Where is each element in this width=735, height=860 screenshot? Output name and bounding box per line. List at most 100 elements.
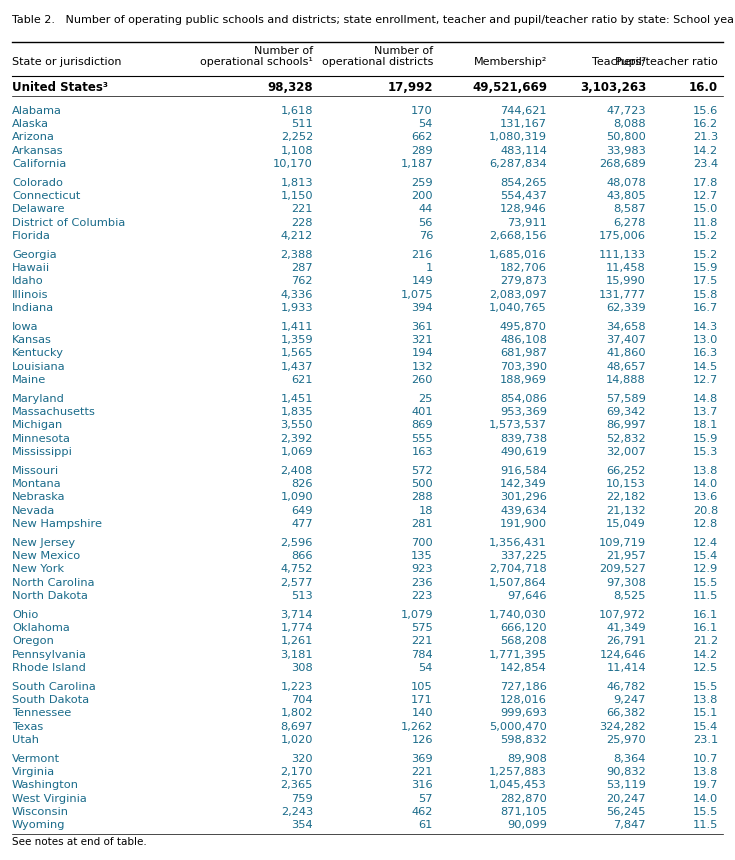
Text: 281: 281 — [412, 519, 433, 529]
Text: 14.0: 14.0 — [693, 794, 718, 803]
Text: Indiana: Indiana — [12, 303, 54, 313]
Text: 200: 200 — [412, 191, 433, 201]
Text: 337,225: 337,225 — [500, 551, 547, 562]
Text: 47,723: 47,723 — [606, 106, 646, 116]
Text: 2,704,718: 2,704,718 — [490, 564, 547, 574]
Text: Missouri: Missouri — [12, 466, 59, 476]
Text: 568,208: 568,208 — [500, 636, 547, 647]
Text: 12.7: 12.7 — [693, 191, 718, 201]
Text: 21,132: 21,132 — [606, 506, 646, 516]
Text: Louisiana: Louisiana — [12, 361, 65, 372]
Text: 2,243: 2,243 — [281, 807, 313, 817]
Text: 142,854: 142,854 — [501, 663, 547, 673]
Text: operational schools¹: operational schools¹ — [200, 57, 313, 67]
Text: 4,336: 4,336 — [281, 290, 313, 299]
Text: 923: 923 — [412, 564, 433, 574]
Text: 53,119: 53,119 — [606, 780, 646, 790]
Text: 6,287,834: 6,287,834 — [490, 159, 547, 169]
Text: 16.1: 16.1 — [693, 610, 718, 620]
Text: See notes at end of table.: See notes at end of table. — [12, 837, 147, 847]
Text: 26,791: 26,791 — [606, 636, 646, 647]
Text: 20,247: 20,247 — [606, 794, 646, 803]
Text: North Dakota: North Dakota — [12, 591, 88, 601]
Text: 621: 621 — [292, 375, 313, 384]
Text: 56,245: 56,245 — [606, 807, 646, 817]
Text: 2,668,156: 2,668,156 — [490, 230, 547, 241]
Text: 260: 260 — [412, 375, 433, 384]
Text: 13.8: 13.8 — [692, 767, 718, 777]
Text: 9,247: 9,247 — [614, 695, 646, 705]
Text: 90,832: 90,832 — [606, 767, 646, 777]
Text: 216: 216 — [412, 250, 433, 260]
Text: 23.1: 23.1 — [693, 734, 718, 745]
Text: Alaska: Alaska — [12, 120, 49, 129]
Text: 15.5: 15.5 — [692, 682, 718, 692]
Text: 308: 308 — [291, 663, 313, 673]
Text: Maine: Maine — [12, 375, 46, 384]
Text: 140: 140 — [412, 709, 433, 718]
Text: 2,252: 2,252 — [281, 132, 313, 143]
Text: 52,832: 52,832 — [606, 433, 646, 444]
Text: 8,525: 8,525 — [614, 591, 646, 601]
Text: 953,369: 953,369 — [500, 407, 547, 417]
Text: Nebraska: Nebraska — [12, 493, 65, 502]
Text: 16.2: 16.2 — [693, 120, 718, 129]
Text: Massachusetts: Massachusetts — [12, 407, 96, 417]
Text: 209,527: 209,527 — [599, 564, 646, 574]
Text: 221: 221 — [412, 767, 433, 777]
Text: 22,182: 22,182 — [606, 493, 646, 502]
Text: 869: 869 — [412, 421, 433, 430]
Text: Pennsylvania: Pennsylvania — [12, 649, 87, 660]
Text: 57,589: 57,589 — [606, 394, 646, 404]
Text: 1,573,537: 1,573,537 — [489, 421, 547, 430]
Text: 12.7: 12.7 — [693, 375, 718, 384]
Text: 1,187: 1,187 — [401, 159, 433, 169]
Text: 555: 555 — [412, 433, 433, 444]
Text: Wyoming: Wyoming — [12, 820, 65, 830]
Text: New Jersey: New Jersey — [12, 538, 75, 548]
Text: 1,835: 1,835 — [280, 407, 313, 417]
Text: 228: 228 — [292, 218, 313, 228]
Text: Arizona: Arizona — [12, 132, 55, 143]
Text: 132: 132 — [412, 361, 433, 372]
Text: 194: 194 — [412, 348, 433, 359]
Text: 223: 223 — [412, 591, 433, 601]
Text: District of Columbia: District of Columbia — [12, 218, 125, 228]
Text: 15.0: 15.0 — [692, 205, 718, 214]
Text: 7,847: 7,847 — [614, 820, 646, 830]
Text: 14,888: 14,888 — [606, 375, 646, 384]
Text: 15.5: 15.5 — [692, 578, 718, 587]
Text: 703,390: 703,390 — [500, 361, 547, 372]
Text: Idaho: Idaho — [12, 276, 44, 286]
Text: 3,550: 3,550 — [280, 421, 313, 430]
Text: 62,339: 62,339 — [606, 303, 646, 313]
Text: Tennessee: Tennessee — [12, 709, 71, 718]
Text: 16.1: 16.1 — [693, 624, 718, 633]
Text: 598,832: 598,832 — [500, 734, 547, 745]
Text: 2,577: 2,577 — [281, 578, 313, 587]
Text: 16.0: 16.0 — [689, 81, 718, 94]
Text: 21,957: 21,957 — [606, 551, 646, 562]
Text: 66,252: 66,252 — [606, 466, 646, 476]
Text: 182,706: 182,706 — [500, 263, 547, 273]
Text: 13.8: 13.8 — [692, 466, 718, 476]
Text: Hawaii: Hawaii — [12, 263, 50, 273]
Text: 8,088: 8,088 — [614, 120, 646, 129]
Text: Maryland: Maryland — [12, 394, 65, 404]
Text: 1,618: 1,618 — [281, 106, 313, 116]
Text: State or jurisdiction: State or jurisdiction — [12, 57, 121, 67]
Text: 572: 572 — [412, 466, 433, 476]
Text: 1,090: 1,090 — [280, 493, 313, 502]
Text: 8,697: 8,697 — [281, 722, 313, 732]
Text: 15.6: 15.6 — [693, 106, 718, 116]
Text: 15.1: 15.1 — [692, 709, 718, 718]
Text: 13.6: 13.6 — [693, 493, 718, 502]
Text: 1,356,431: 1,356,431 — [490, 538, 547, 548]
Text: 105: 105 — [412, 682, 433, 692]
Text: 15.9: 15.9 — [692, 263, 718, 273]
Text: 401: 401 — [412, 407, 433, 417]
Text: 301,296: 301,296 — [500, 493, 547, 502]
Text: 49,521,669: 49,521,669 — [472, 81, 547, 94]
Text: Number of: Number of — [374, 46, 433, 56]
Text: 784: 784 — [412, 649, 433, 660]
